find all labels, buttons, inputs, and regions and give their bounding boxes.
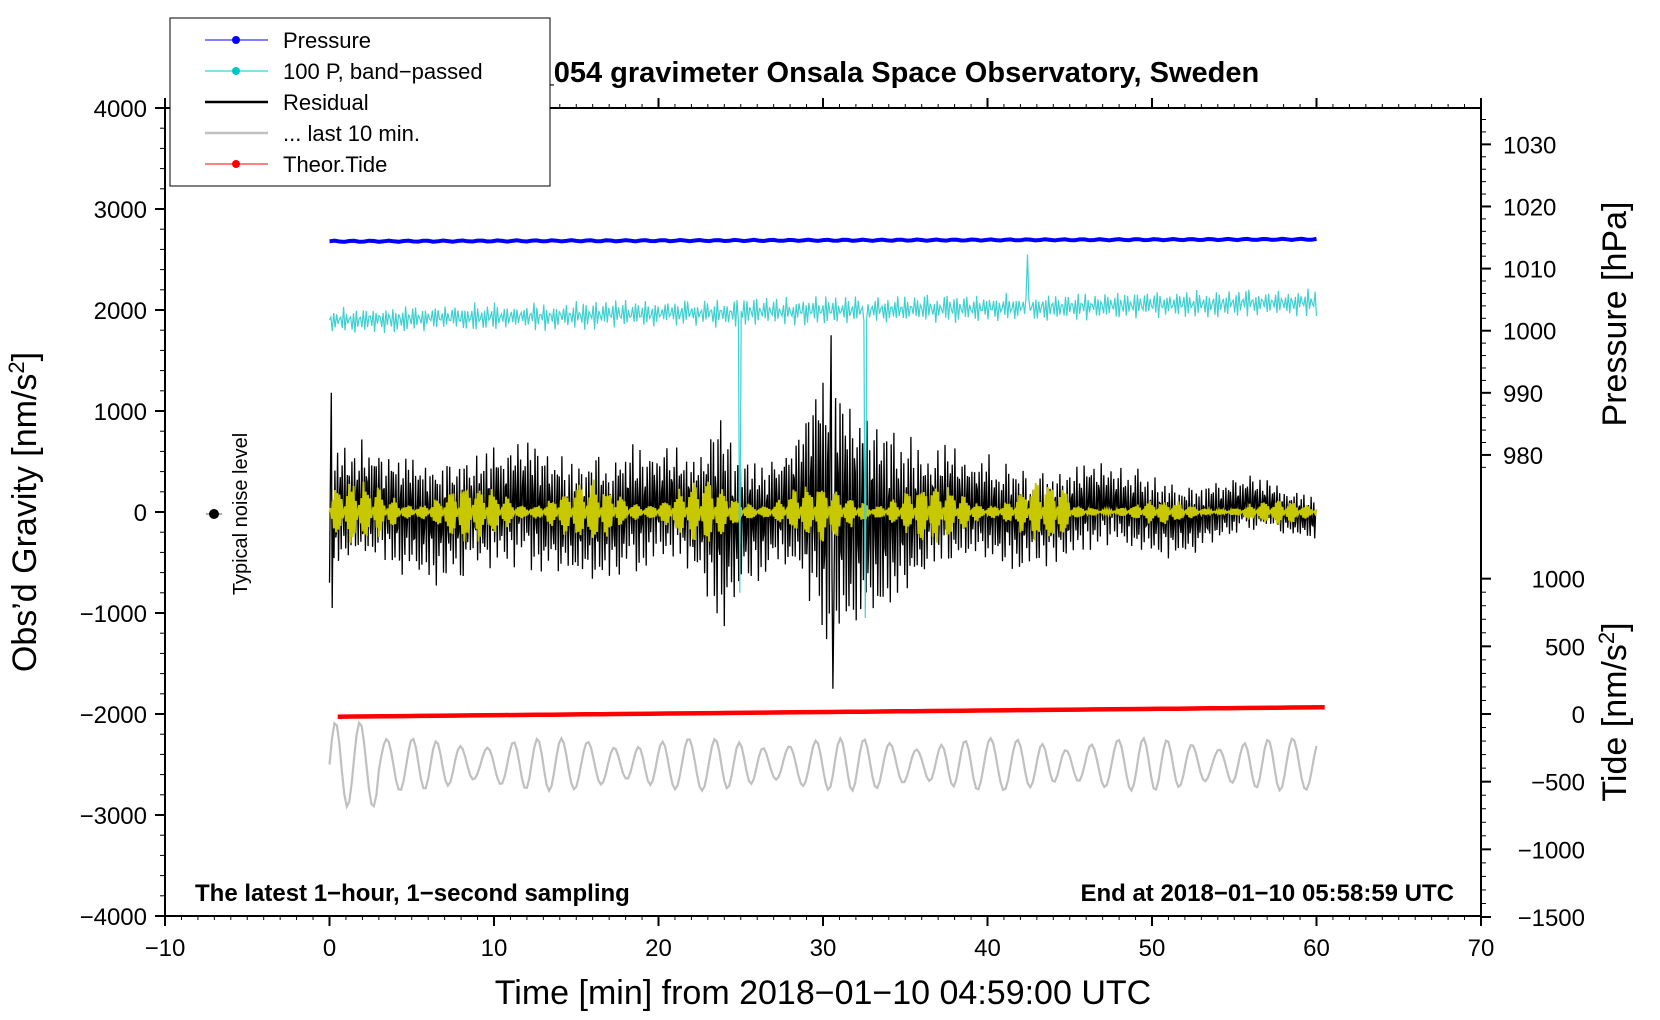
annotation-end-time: End at 2018−01−10 05:58:59 UTC xyxy=(1080,880,1454,907)
y-left-tick-label: −4000 xyxy=(80,904,147,931)
legend-label: Theor.Tide xyxy=(283,152,387,177)
pressure-tick-label: 1010 xyxy=(1503,257,1556,284)
series-layer xyxy=(328,236,1325,810)
legend-items: Pressure 100 P, band−passed Residual ... la… xyxy=(205,28,483,177)
y-left-axis-title: Obs’d Gravity [nm/s2] xyxy=(4,352,45,672)
series-tide-line xyxy=(337,704,1325,719)
tide-tick-label: 500 xyxy=(1545,634,1585,661)
x-tick-label: −10 xyxy=(145,935,186,962)
legend-marker xyxy=(232,36,240,44)
y-left-tick-label: −1000 xyxy=(80,601,147,628)
pressure-tick-label: 980 xyxy=(1503,443,1543,470)
pressure-tick-label: 1030 xyxy=(1503,132,1556,159)
y-right-tide-title-main: Tide [nm/s xyxy=(1596,644,1634,801)
y-left-axis-title-sup: 2 xyxy=(4,361,29,373)
tide-tick-label: −1000 xyxy=(1518,837,1585,864)
x-tick-label: 50 xyxy=(1139,935,1166,962)
y-left-tick-label: 4000 xyxy=(94,96,147,123)
x-tick-labels: −10 0 10 20 30 40 50 60 70 xyxy=(145,935,1495,962)
legend-label: Pressure xyxy=(283,28,371,53)
tide-tick-label: 0 xyxy=(1572,702,1585,729)
legend-marker xyxy=(232,67,240,75)
annotation-sampling: The latest 1−hour, 1−second sampling xyxy=(195,880,630,907)
tide-tick-label: 1000 xyxy=(1532,567,1585,594)
x-tick-label: 0 xyxy=(323,935,336,962)
y-right-tide-title-sup: 2 xyxy=(1594,632,1619,644)
y-right-tide-title: Tide [nm/s2] xyxy=(1594,622,1635,801)
y-left-tick-label: −2000 xyxy=(80,702,147,729)
y-left-tick-label: 3000 xyxy=(94,197,147,224)
pressure-tick-label: 990 xyxy=(1503,381,1543,408)
legend-marker xyxy=(232,160,240,168)
series-filtered-line xyxy=(328,479,1318,543)
chart-title: SCG_054 gravimeter Onsala Space Observat… xyxy=(475,57,1259,89)
tide-tick-labels: 1000 500 0 −500 −1000 −1500 xyxy=(1518,567,1585,932)
y-left-tick-label: 1000 xyxy=(94,399,147,426)
y-left-tick-label: 0 xyxy=(134,500,147,527)
legend-label: Residual xyxy=(283,90,369,115)
y-left-tick-label: 2000 xyxy=(94,298,147,325)
series-pressure-line xyxy=(329,236,1317,244)
y-left-axis-title-end: ] xyxy=(6,352,44,361)
y-left-axis-title-main: Obs’d Gravity [nm/s xyxy=(6,374,44,673)
x-tick-label: 60 xyxy=(1303,935,1330,962)
noise-level-label: Typical noise level xyxy=(230,433,252,595)
y-right-tide-title-end: ] xyxy=(1596,622,1634,631)
x-tick-label: 20 xyxy=(645,935,672,962)
x-tick-label: 40 xyxy=(974,935,1001,962)
tide-tick-label: −1500 xyxy=(1518,905,1585,932)
x-tick-label: 70 xyxy=(1468,935,1495,962)
y-left-tick-label: −3000 xyxy=(80,803,147,830)
y-right-pressure-title: Pressure [hPa] xyxy=(1596,202,1634,427)
series-band-passed-line xyxy=(328,254,1318,619)
pressure-tick-label: 1020 xyxy=(1503,194,1556,221)
pressure-tick-labels: 1030 1020 1010 1000 990 980 xyxy=(1503,132,1556,470)
series-last10-line xyxy=(328,720,1318,810)
legend-label: ... last 10 min. xyxy=(283,121,420,146)
legend-label: 100 P, band−passed xyxy=(283,59,483,84)
noise-dot xyxy=(209,509,219,519)
y-left-tick-labels: 4000 3000 2000 1000 0 −1000 −2000 −3000 −4000 xyxy=(80,96,147,931)
legend: Pressure 100 P, band−passed Residual ... la… xyxy=(169,17,551,187)
x-tick-label: 30 xyxy=(810,935,837,962)
x-axis-title: Time [min] from 2018−01−10 04:59:00 UTC xyxy=(495,974,1151,1012)
tide-tick-label: −500 xyxy=(1531,770,1585,797)
pressure-tick-label: 1000 xyxy=(1503,319,1556,346)
x-tick-label: 10 xyxy=(481,935,508,962)
noise-level-marker: Typical noise level xyxy=(206,433,252,595)
